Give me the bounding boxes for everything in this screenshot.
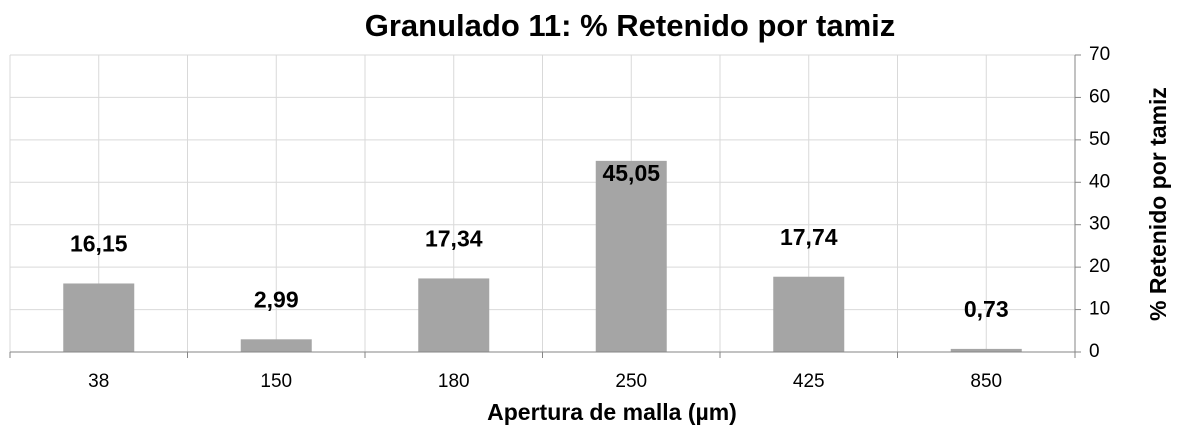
bar [63, 283, 135, 352]
y-axis-title: % Retenido por tamiz [1145, 87, 1171, 321]
data-label: 17,74 [780, 224, 838, 250]
x-tick-label: 150 [260, 371, 292, 392]
y-tick-label: 50 [1089, 129, 1110, 150]
bar [418, 278, 490, 352]
bar [595, 160, 667, 352]
y-tick-label: 20 [1089, 256, 1110, 277]
data-label: 0,73 [964, 296, 1009, 322]
data-label: 45,05 [602, 160, 660, 186]
bar [950, 348, 1022, 352]
bar [773, 276, 845, 352]
data-label: 17,34 [425, 226, 483, 252]
x-tick-label: 850 [970, 371, 1002, 392]
x-axis-title: Apertura de malla (µm) [487, 399, 737, 425]
data-label: 16,15 [70, 231, 128, 257]
x-tick-label: 38 [88, 371, 109, 392]
y-tick-label: 30 [1089, 214, 1110, 235]
y-tick-label: 0 [1089, 341, 1100, 362]
x-tick-label: 425 [793, 371, 825, 392]
y-tick-label: 40 [1089, 171, 1110, 192]
bar [240, 339, 312, 352]
x-tick-label: 180 [438, 371, 470, 392]
y-tick-label: 70 [1089, 44, 1110, 65]
y-tick-label: 60 [1089, 86, 1110, 107]
x-tick-label: 250 [615, 371, 647, 392]
y-tick-label: 10 [1089, 299, 1110, 320]
data-label: 2,99 [254, 286, 299, 312]
chart-title: Granulado 11: % Retenido por tamiz [365, 8, 896, 43]
